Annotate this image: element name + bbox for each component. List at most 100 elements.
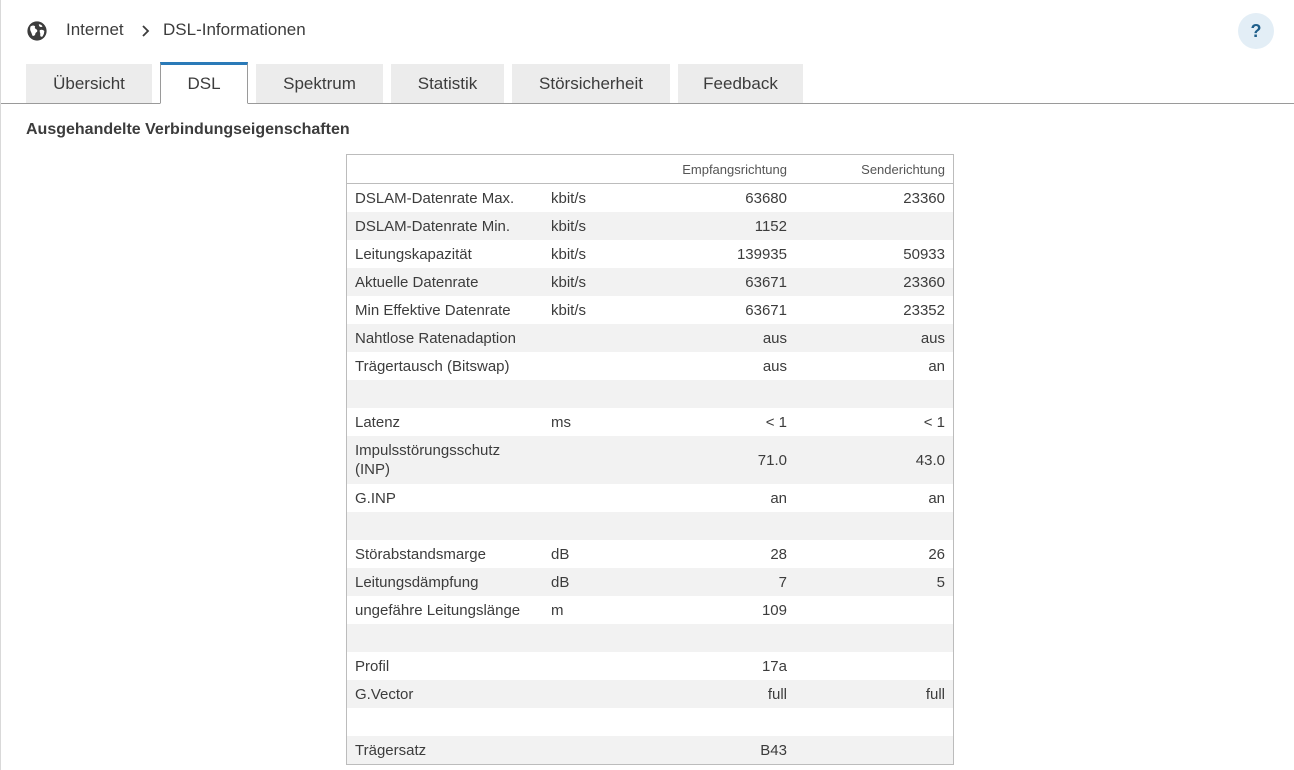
row-downstream-value: 63671 [619, 296, 799, 324]
globe-icon [27, 21, 47, 41]
table-spacer-row [346, 624, 954, 652]
row-unit: dB [543, 540, 619, 568]
row-downstream-value: B43 [619, 736, 799, 765]
table-row: Leitungsdämpfung dB 7 5 [346, 568, 954, 596]
row-unit [543, 512, 619, 540]
row-label: Trägertausch (Bitswap) [346, 352, 543, 380]
row-unit [543, 624, 619, 652]
row-label: Latenz [346, 408, 543, 436]
tab-dsl[interactable]: DSL [160, 62, 248, 104]
row-downstream-value: 139935 [619, 240, 799, 268]
table-row: Trägertausch (Bitswap) aus an [346, 352, 954, 380]
row-label: Aktuelle Datenrate [346, 268, 543, 296]
connection-properties-table: Empfangsrichtung Senderichtung DSLAM-Dat… [346, 154, 954, 765]
row-unit: ms [543, 408, 619, 436]
row-downstream-value: 63671 [619, 268, 799, 296]
help-button[interactable]: ? [1238, 13, 1274, 49]
row-label: Min Effektive Datenrate [346, 296, 543, 324]
row-label: Nahtlose Ratenadaption [346, 324, 543, 352]
row-upstream-value [799, 708, 954, 736]
table-spacer-row [346, 380, 954, 408]
row-downstream-value [619, 624, 799, 652]
row-upstream-value: an [799, 484, 954, 512]
table-row: Latenz ms < 1 < 1 [346, 408, 954, 436]
row-downstream-value: 109 [619, 596, 799, 624]
row-label: DSLAM-Datenrate Max. [346, 183, 543, 212]
row-unit [543, 708, 619, 736]
tab-feedback[interactable]: Feedback [678, 64, 803, 103]
row-upstream-value: 43.0 [799, 436, 954, 484]
row-downstream-value: 71.0 [619, 436, 799, 484]
row-downstream-value: 7 [619, 568, 799, 596]
table-row: Trägersatz B43 [346, 736, 954, 765]
row-unit: kbit/s [543, 212, 619, 240]
row-upstream-value: < 1 [799, 408, 954, 436]
row-unit: dB [543, 568, 619, 596]
row-downstream-value [619, 512, 799, 540]
row-label: DSLAM-Datenrate Min. [346, 212, 543, 240]
page-title: DSL-Informationen [163, 20, 306, 39]
tab-statistik[interactable]: Statistik [391, 64, 504, 103]
table-row: Störabstandsmarge dB 28 26 [346, 540, 954, 568]
row-upstream-value [799, 624, 954, 652]
row-upstream-value [799, 212, 954, 240]
table-row: DSLAM-Datenrate Min. kbit/s 1152 [346, 212, 954, 240]
table-row: Impulsstörungsschutz (INP) 71.0 43.0 [346, 436, 954, 484]
row-label: Störabstandsmarge [346, 540, 543, 568]
row-downstream-value: < 1 [619, 408, 799, 436]
row-upstream-value: full [799, 680, 954, 708]
row-label: G.INP [346, 484, 543, 512]
row-upstream-value: 23352 [799, 296, 954, 324]
row-label [346, 512, 543, 540]
table-spacer-row [346, 708, 954, 736]
table-row: DSLAM-Datenrate Max. kbit/s 63680 23360 [346, 183, 954, 212]
column-header-upstream: Senderichtung [799, 154, 954, 184]
row-unit: m [543, 596, 619, 624]
table-row: Min Effektive Datenrate kbit/s 63671 23352 [346, 296, 954, 324]
column-header-label [346, 154, 543, 184]
row-unit: kbit/s [543, 183, 619, 212]
breadcrumb-internet-link[interactable]: Internet [66, 20, 124, 39]
table-row: Leitungskapazität kbit/s 139935 50933 [346, 240, 954, 268]
row-unit: kbit/s [543, 296, 619, 324]
row-upstream-value: 23360 [799, 183, 954, 212]
table-row: Nahtlose Ratenadaption aus aus [346, 324, 954, 352]
row-label: Leitungskapazität [346, 240, 543, 268]
table-header-row: Empfangsrichtung Senderichtung [346, 154, 954, 184]
row-upstream-value [799, 736, 954, 765]
row-upstream-value: 50933 [799, 240, 954, 268]
row-downstream-value: aus [619, 324, 799, 352]
row-upstream-value: an [799, 352, 954, 380]
tab-spektrum[interactable]: Spektrum [256, 64, 383, 103]
table-row: Aktuelle Datenrate kbit/s 63671 23360 [346, 268, 954, 296]
table-body: DSLAM-Datenrate Max. kbit/s 63680 23360 DSLA… [346, 183, 954, 765]
row-upstream-value: 26 [799, 540, 954, 568]
row-upstream-value [799, 380, 954, 408]
row-unit [543, 436, 619, 484]
row-upstream-value [799, 512, 954, 540]
row-upstream-value: 23360 [799, 268, 954, 296]
row-upstream-value [799, 652, 954, 680]
row-unit [543, 680, 619, 708]
row-label [346, 380, 543, 408]
row-downstream-value [619, 708, 799, 736]
tab-stoersicherheit[interactable]: Störsicherheit [512, 64, 670, 103]
tab-uebersicht[interactable]: Übersicht [26, 64, 152, 103]
row-unit [543, 352, 619, 380]
row-label: Trägersatz [346, 736, 543, 765]
tab-bar: Übersicht DSL Spektrum Statistik Störsic… [1, 62, 1294, 104]
row-downstream-value: 28 [619, 540, 799, 568]
row-unit: kbit/s [543, 240, 619, 268]
header: Internet DSL-Informationen ? [1, 0, 1294, 62]
row-upstream-value: aus [799, 324, 954, 352]
row-downstream-value: full [619, 680, 799, 708]
row-label: Impulsstörungsschutz (INP) [346, 436, 543, 484]
table-spacer-row [346, 512, 954, 540]
row-downstream-value: 17a [619, 652, 799, 680]
row-upstream-value [799, 596, 954, 624]
row-downstream-value: 63680 [619, 183, 799, 212]
row-unit: kbit/s [543, 268, 619, 296]
column-header-unit [543, 154, 619, 184]
row-downstream-value: 1152 [619, 212, 799, 240]
